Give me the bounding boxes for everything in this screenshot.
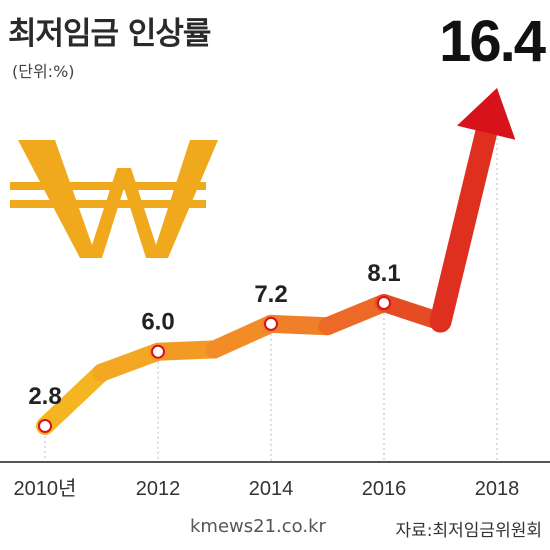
series-segment [92,342,167,382]
series-segment [318,294,393,336]
source-note: 자료:최저임금위원회 [395,521,543,541]
series-segment [205,314,280,359]
chart-title: 최저임금 인상률 [8,16,211,52]
data-point-marker [151,344,165,359]
series-segment [36,363,111,435]
grid-lines [44,88,498,462]
unit-label: (단위:%) [12,62,75,81]
highlight-value: 16.4 [439,9,546,74]
x-tick-label: 2018 [475,478,520,500]
data-point-marker [38,419,52,433]
x-tick-label: 2010년 [14,477,77,500]
data-label: 2.8 [28,383,61,410]
won-sign-icon [10,140,218,258]
arrow-head [457,88,516,140]
data-point-marker [264,316,278,331]
x-tick-label: 2014 [249,478,294,500]
series-segment [429,111,500,333]
data-label: 6.0 [141,309,174,336]
data-label: 8.1 [367,260,400,287]
x-tick-label: 2012 [136,478,181,500]
watermark: kmews21.co.kr [190,516,326,537]
series-segment [149,340,224,361]
data-point-marker [377,296,391,310]
series-segment [262,314,337,336]
x-tick-label: 2016 [362,478,407,500]
data-label: 7.2 [254,281,287,308]
